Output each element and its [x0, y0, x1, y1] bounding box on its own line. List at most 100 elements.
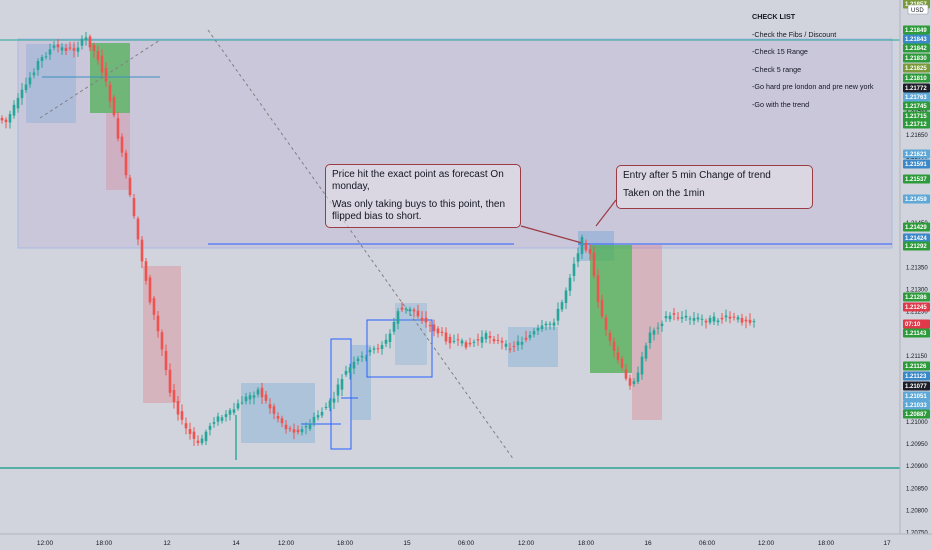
- checklist-note[interactable]: CHECK LIST -Check the Fibs / Discount -C…: [752, 12, 873, 118]
- candle-body: [580, 237, 584, 254]
- candle-body: [304, 426, 308, 428]
- candle-body: [368, 349, 372, 353]
- candle-body: [660, 323, 664, 327]
- price-badge[interactable]: [903, 391, 930, 401]
- price-badge[interactable]: [903, 241, 930, 251]
- candle-body: [64, 47, 68, 51]
- price-badge[interactable]: [903, 194, 930, 204]
- range-box[interactable]: [366, 319, 433, 378]
- candle-body: [744, 319, 748, 322]
- price-badge[interactable]: [903, 83, 930, 93]
- price-badge[interactable]: [903, 174, 930, 184]
- candle-body: [724, 315, 728, 318]
- callout-line: Entry after 5 min Change of trend: [623, 170, 771, 181]
- entry-callout[interactable]: Entry after 5 min Change of trend Taken …: [616, 165, 813, 209]
- candle-body: [668, 315, 672, 320]
- candle-body: [740, 317, 744, 323]
- candle-body: [120, 136, 124, 153]
- price-badge-label: 1.21245: [905, 305, 927, 311]
- candle-body: [652, 330, 656, 335]
- candle-body: [484, 333, 488, 340]
- candle-body: [148, 277, 152, 303]
- time-tick-label: 12:00: [518, 540, 535, 547]
- buy-zone[interactable]: [351, 345, 371, 420]
- price-badge[interactable]: [903, 328, 930, 338]
- candle-body: [84, 37, 88, 40]
- candle-body: [428, 325, 432, 327]
- candle-body: [640, 356, 644, 375]
- price-badge[interactable]: [903, 400, 930, 410]
- candle-body: [24, 84, 28, 91]
- currency-label: USD: [911, 8, 924, 14]
- candle-body: [488, 336, 492, 338]
- price-badge[interactable]: [903, 119, 930, 129]
- candle-body: [584, 242, 588, 251]
- price-badge[interactable]: [903, 111, 930, 121]
- time-axis[interactable]: [0, 534, 932, 550]
- stop-zone[interactable]: [632, 245, 662, 420]
- candle-body: [204, 431, 208, 442]
- candle-body: [184, 423, 188, 429]
- price-badge[interactable]: [903, 149, 930, 159]
- candle-body: [92, 45, 96, 51]
- price-badge[interactable]: [903, 292, 930, 302]
- price-badge[interactable]: [903, 159, 930, 169]
- candle-body: [404, 308, 408, 310]
- candle-body: [472, 341, 476, 343]
- price-badge[interactable]: [903, 361, 930, 371]
- candle-body: [460, 340, 464, 344]
- trend-line[interactable]: [207, 29, 515, 461]
- candle-body: [288, 428, 292, 430]
- candle-body: [588, 249, 592, 254]
- price-badge[interactable]: [903, 381, 930, 391]
- candle-body: [748, 319, 752, 323]
- price-badge[interactable]: [903, 92, 930, 102]
- price-badge[interactable]: [903, 222, 930, 232]
- candle-body: [420, 317, 424, 321]
- candle-body: [384, 339, 388, 344]
- candle-body: [576, 253, 580, 262]
- candle-body: [116, 118, 120, 139]
- checklist-title: CHECK LIST: [752, 12, 796, 21]
- callout-line: flipped bias to short.: [332, 211, 422, 222]
- price-badge-label: 1.21143: [905, 331, 927, 337]
- candle-body: [164, 350, 168, 370]
- candle-body: [28, 77, 32, 85]
- candle-body: [688, 318, 692, 320]
- price-badge[interactable]: [903, 63, 930, 73]
- forecast-callout[interactable]: Price hit the exact point as forecast On…: [325, 164, 521, 228]
- price-badge[interactable]: [903, 319, 930, 329]
- candle-body: [68, 47, 72, 49]
- price-badge[interactable]: [903, 101, 930, 111]
- candle-body: [412, 309, 416, 312]
- time-tick-label: 12:00: [278, 540, 295, 547]
- currency-badge[interactable]: [907, 4, 929, 15]
- buy-zone[interactable]: [26, 44, 76, 123]
- candle-body: [324, 406, 328, 409]
- price-badge[interactable]: [903, 34, 930, 44]
- price-badge[interactable]: [903, 233, 930, 243]
- candle-body: [276, 415, 280, 419]
- range-box[interactable]: [330, 338, 352, 450]
- time-tick-label: 18:00: [96, 540, 113, 547]
- price-badge-label: 1.21286: [905, 295, 927, 301]
- price-badge[interactable]: [903, 409, 930, 419]
- price-badge[interactable]: [903, 43, 930, 53]
- price-badge[interactable]: [903, 53, 930, 63]
- entry-profit-zone[interactable]: [590, 245, 632, 373]
- price-badge[interactable]: [903, 371, 930, 381]
- checklist-item: -Check 15 Range: [752, 47, 808, 57]
- price-tick-label: 1.21350: [906, 265, 928, 271]
- price-badge[interactable]: [903, 25, 930, 35]
- price-badge[interactable]: [903, 302, 930, 312]
- callout-line: Price hit the exact point as forecast On: [332, 169, 504, 180]
- price-badge[interactable]: [903, 73, 930, 83]
- candle-body: [416, 310, 420, 317]
- candle-body: [444, 332, 448, 342]
- candle-body: [736, 317, 740, 320]
- candle-body: [260, 387, 264, 398]
- candle-body: [704, 320, 708, 323]
- price-badge-label: 1.21712: [905, 122, 927, 128]
